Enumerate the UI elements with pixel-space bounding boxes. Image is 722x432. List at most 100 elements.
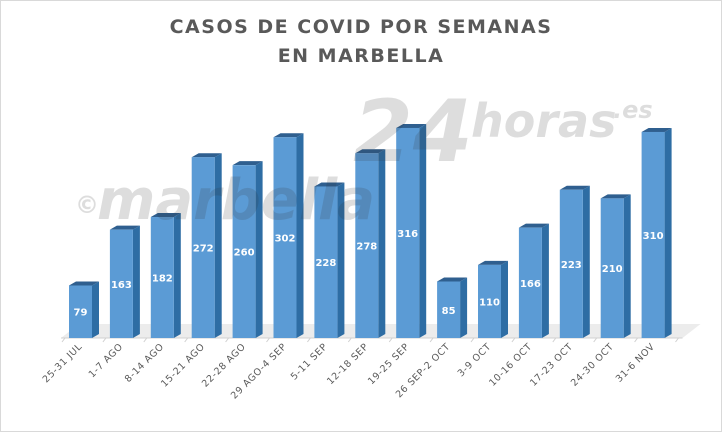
x-axis-tick <box>347 337 352 343</box>
bar <box>396 123 427 338</box>
data-label: 302 <box>275 234 296 245</box>
data-label: 316 <box>397 229 418 240</box>
bar-side <box>214 153 222 338</box>
bar-top <box>191 153 222 158</box>
data-label: 166 <box>520 279 541 290</box>
bar-front <box>396 127 420 338</box>
bar-top <box>109 225 140 230</box>
bar-side <box>296 133 304 338</box>
bar <box>559 185 590 338</box>
data-label: 79 <box>74 308 88 319</box>
bar <box>314 182 345 338</box>
bar-top <box>559 185 590 190</box>
data-label: 223 <box>561 260 582 271</box>
bar <box>273 133 304 338</box>
x-tick-label: 12-18 SEP <box>325 341 371 387</box>
watermark-digits: 24 <box>353 82 473 182</box>
x-tick-label: 24-30 OCT <box>569 341 616 388</box>
bar-side <box>664 127 672 338</box>
chart-title: CASOS DE COVID POR SEMANAS EN MARBELLA <box>1 13 721 71</box>
data-label: 310 <box>643 231 664 242</box>
bar-top <box>437 277 468 282</box>
bar <box>478 260 508 338</box>
bar-side <box>173 213 181 338</box>
bar-front <box>273 137 297 338</box>
bar-top <box>641 127 672 132</box>
data-label: 228 <box>315 258 336 269</box>
bar <box>600 194 631 338</box>
x-tick-label: 5-11 SEP <box>289 341 330 382</box>
x-tick-label: 1-7 AGO <box>87 341 126 380</box>
bar-side <box>132 225 140 338</box>
data-label: 210 <box>602 264 623 275</box>
x-axis-tick <box>511 337 516 343</box>
bar-top <box>150 213 181 218</box>
x-axis-tick <box>634 337 638 343</box>
watermark-horas: horas <box>471 94 616 148</box>
bar <box>109 225 140 338</box>
bar-side <box>541 223 549 338</box>
bar <box>518 223 549 338</box>
watermark-domain: .es <box>613 96 653 124</box>
bar-side <box>92 281 99 338</box>
bar-top <box>600 194 631 199</box>
data-label: 182 <box>152 274 173 285</box>
x-axis-tick <box>593 337 598 343</box>
x-axis-tick <box>184 337 189 343</box>
watermark-copyright: © <box>75 191 99 219</box>
bar-front <box>518 227 542 338</box>
chart-title-line-2: EN MARBELLA <box>277 45 445 67</box>
bar-top <box>232 161 263 166</box>
bar-side <box>255 161 263 338</box>
bar-front <box>559 189 583 338</box>
bar-top <box>314 182 345 187</box>
bar <box>69 281 99 338</box>
data-label: 163 <box>111 280 132 291</box>
bar-top <box>518 223 549 228</box>
bar-top <box>355 149 386 154</box>
bar-top <box>69 281 99 286</box>
x-axis-tick <box>429 337 434 343</box>
bar-front <box>150 217 174 338</box>
bar-front <box>641 131 665 338</box>
bar-front <box>355 153 379 338</box>
bar-front <box>232 165 256 338</box>
data-label: 278 <box>356 242 377 253</box>
x-axis-tick <box>225 337 230 343</box>
bars-layer: 79 163 182 272 260 302 228 278 316 85 110 166 223 210… <box>69 123 672 338</box>
data-label: 260 <box>234 248 255 259</box>
bar-side <box>623 194 631 338</box>
bar <box>191 153 222 338</box>
x-axis-tick <box>675 337 679 343</box>
data-label: 272 <box>193 244 214 255</box>
watermark: © marbella 24 horas .es <box>75 82 653 233</box>
x-axis-tick <box>102 337 107 343</box>
x-tick-label: 25-31 JUL <box>41 341 85 385</box>
data-label: 110 <box>479 297 500 308</box>
bar-side <box>582 185 590 338</box>
x-axis-tick <box>552 337 557 343</box>
x-axis-tick <box>61 337 66 343</box>
bar <box>232 161 263 338</box>
bar-top <box>478 260 508 265</box>
bar-front <box>478 264 501 338</box>
chart-title-line-1: CASOS DE COVID POR SEMANAS <box>169 16 553 38</box>
x-axis-tick <box>143 337 148 343</box>
bar-side <box>501 260 508 338</box>
x-tick-label: 3-9 OCT <box>456 341 494 379</box>
bar-side <box>378 149 386 338</box>
data-label: 85 <box>442 306 456 317</box>
bar-side <box>460 277 468 338</box>
bar-front <box>314 186 338 338</box>
bar-top <box>273 133 304 138</box>
watermark-marbella: marbella <box>97 168 375 233</box>
x-axis-tick <box>266 337 270 343</box>
bar-front <box>109 229 133 338</box>
bar-front <box>69 285 92 338</box>
x-axis-tick <box>470 337 475 343</box>
bar <box>355 149 386 338</box>
x-axis-tick <box>306 337 311 343</box>
